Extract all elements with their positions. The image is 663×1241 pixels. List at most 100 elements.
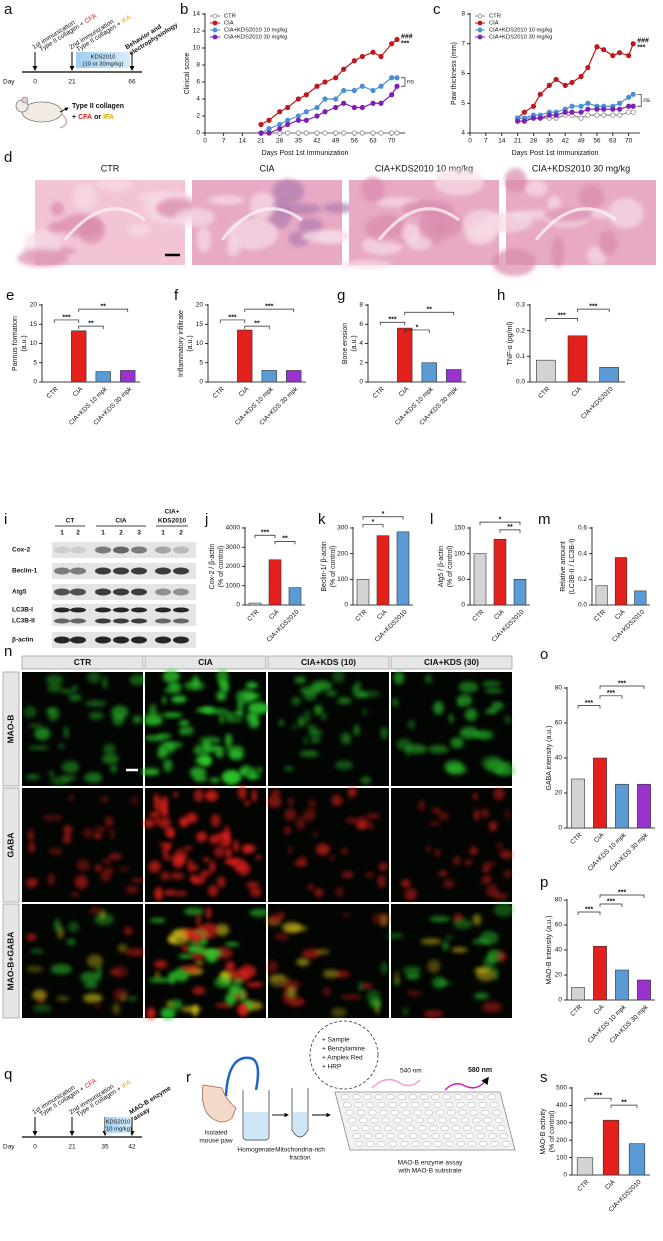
signal-texture bbox=[168, 932, 190, 946]
bar bbox=[599, 367, 619, 383]
signal-texture bbox=[148, 860, 161, 873]
fluorescence-image bbox=[391, 671, 515, 786]
blot-band bbox=[113, 618, 129, 624]
y-tick-label: 0.3 bbox=[516, 302, 525, 309]
blot-band bbox=[70, 618, 86, 624]
data-point bbox=[258, 130, 264, 136]
tissue-texture bbox=[272, 178, 305, 205]
blot-band bbox=[173, 588, 189, 596]
signal-texture bbox=[87, 671, 102, 684]
data-point bbox=[378, 53, 384, 60]
reagent-callout bbox=[309, 1020, 379, 1090]
data-point bbox=[601, 106, 607, 112]
tissue-outline bbox=[220, 207, 303, 241]
blot-band bbox=[173, 607, 189, 613]
signal-texture bbox=[161, 796, 169, 810]
row-label: Atg5 bbox=[12, 589, 27, 596]
signal-texture bbox=[204, 789, 218, 802]
blot-band bbox=[155, 636, 171, 644]
y-tick-label: 8 bbox=[196, 62, 200, 69]
bar bbox=[473, 553, 487, 606]
tissue-texture bbox=[78, 218, 105, 244]
fluorescence-image bbox=[386, 902, 515, 1018]
signal-texture bbox=[404, 888, 418, 901]
signal-texture bbox=[437, 811, 450, 821]
signal-texture bbox=[160, 871, 170, 881]
significance-label: *** bbox=[607, 690, 615, 697]
signal-texture bbox=[274, 932, 290, 941]
legend-marker bbox=[477, 13, 483, 19]
data-point bbox=[610, 112, 616, 118]
signal-texture bbox=[360, 776, 372, 785]
significance-bracket bbox=[545, 318, 578, 322]
y-tick-label: 2000 bbox=[226, 563, 241, 570]
significance-bracket bbox=[637, 93, 642, 107]
y-tick-label: 3000 bbox=[226, 544, 241, 551]
plate-well bbox=[422, 1101, 431, 1108]
signal-texture bbox=[332, 670, 345, 684]
y-tick-label: 0 bbox=[563, 1172, 567, 1179]
panel-label: m bbox=[538, 511, 551, 528]
signal-texture bbox=[67, 921, 79, 933]
y-tick-label: 0.1 bbox=[516, 353, 525, 360]
bar bbox=[593, 757, 607, 829]
signal-texture bbox=[325, 690, 337, 697]
significance-label: *** bbox=[62, 314, 70, 321]
plate-well bbox=[399, 1140, 409, 1147]
signal-texture bbox=[178, 954, 194, 959]
signal-texture bbox=[353, 724, 360, 737]
step-label: Mitochondria-rich bbox=[275, 1147, 325, 1154]
signal-texture bbox=[101, 753, 119, 765]
signal-texture bbox=[182, 944, 189, 953]
signal-texture bbox=[474, 967, 491, 974]
day-label: 0 bbox=[33, 1144, 37, 1151]
signal-texture bbox=[32, 1004, 52, 1013]
tissue-texture bbox=[298, 217, 323, 235]
bar bbox=[286, 370, 302, 383]
data-point bbox=[295, 113, 301, 119]
row-label: LC3B-II bbox=[12, 618, 35, 625]
plate-well bbox=[424, 1109, 434, 1116]
signal-texture bbox=[143, 818, 155, 829]
signal-texture bbox=[28, 745, 49, 751]
signal-texture bbox=[70, 892, 81, 897]
significance-bracket bbox=[577, 911, 601, 915]
signal-texture bbox=[420, 938, 442, 945]
plate-well bbox=[343, 1101, 352, 1108]
y-axis-label: Atg5 / β-actin bbox=[438, 546, 445, 587]
x-tick-label: 49 bbox=[577, 138, 585, 145]
tissue-texture bbox=[226, 237, 241, 257]
signal-texture bbox=[200, 922, 218, 937]
signal-texture bbox=[482, 956, 496, 970]
signal-texture bbox=[337, 697, 352, 705]
data-point bbox=[569, 103, 575, 109]
drug-label: KDS2010 bbox=[106, 1120, 131, 1126]
significance-label: ** bbox=[282, 536, 288, 543]
signal-texture bbox=[32, 989, 47, 1001]
y-tick-label: 8 bbox=[359, 302, 363, 309]
blot-band bbox=[173, 567, 189, 575]
bar bbox=[637, 979, 651, 1001]
signal-texture bbox=[190, 930, 203, 942]
step-label: MAO-B enzyme assay bbox=[398, 1160, 463, 1167]
signal-texture bbox=[503, 869, 512, 879]
blot-band bbox=[70, 567, 86, 575]
bar bbox=[576, 1157, 594, 1176]
signal-texture bbox=[295, 816, 306, 830]
x-tick-label: 14 bbox=[498, 138, 506, 145]
significance-label: * bbox=[382, 511, 385, 518]
blot-band bbox=[155, 618, 171, 624]
signal-texture bbox=[342, 912, 351, 918]
signal-texture bbox=[89, 907, 101, 915]
y-tick-label: 0.0 bbox=[516, 379, 525, 386]
signal-texture bbox=[28, 878, 39, 884]
plate-well bbox=[483, 1117, 492, 1124]
column-header-box bbox=[144, 655, 267, 670]
signal-texture bbox=[386, 932, 404, 939]
signal-texture bbox=[380, 961, 388, 976]
y-axis-label: (a.u.) bbox=[187, 335, 194, 351]
signal-texture bbox=[335, 760, 354, 771]
signal-texture bbox=[237, 700, 244, 712]
plate-well bbox=[420, 1133, 429, 1139]
signal-texture bbox=[219, 714, 224, 724]
